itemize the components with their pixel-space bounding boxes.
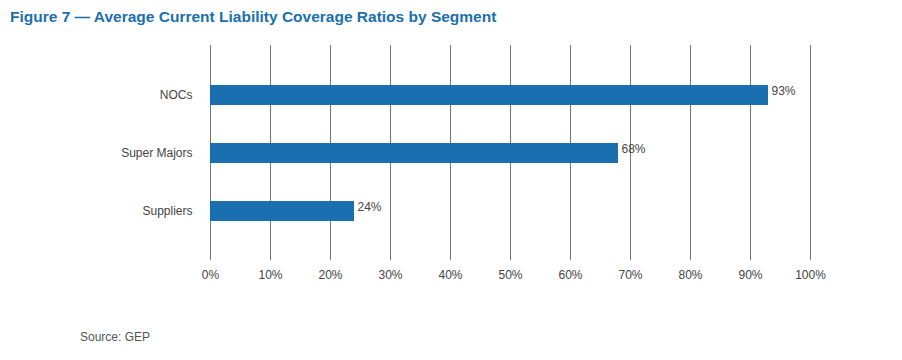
html-text:Source: GEP: Source: GEP [80,330,150,344]
svg-text:NOCs: NOCs [160,88,193,102]
svg-text:0%: 0% [202,268,220,282]
svg-text:80%: 80% [678,268,702,282]
html-text:Figure 7 — Average Current Lia: Figure 7 — Average Current Liability Cov… [10,8,497,25]
svg-text:70%: 70% [618,268,642,282]
svg-text:40%: 40% [438,268,462,282]
svg-text:60%: 60% [558,268,582,282]
svg-text:24%: 24% [358,200,382,214]
svg-text:90%: 90% [738,268,762,282]
svg-text:Suppliers: Suppliers [142,204,192,218]
svg-text:Super Majors: Super Majors [121,146,192,160]
svg-text:93%: 93% [772,84,796,98]
svg-text:50%: 50% [498,268,522,282]
svg-text:20%: 20% [318,268,342,282]
svg-text:10%: 10% [258,268,282,282]
svg-text:100%: 100% [795,268,826,282]
svg-text:68%: 68% [622,142,646,156]
svg-text:30%: 30% [378,268,402,282]
